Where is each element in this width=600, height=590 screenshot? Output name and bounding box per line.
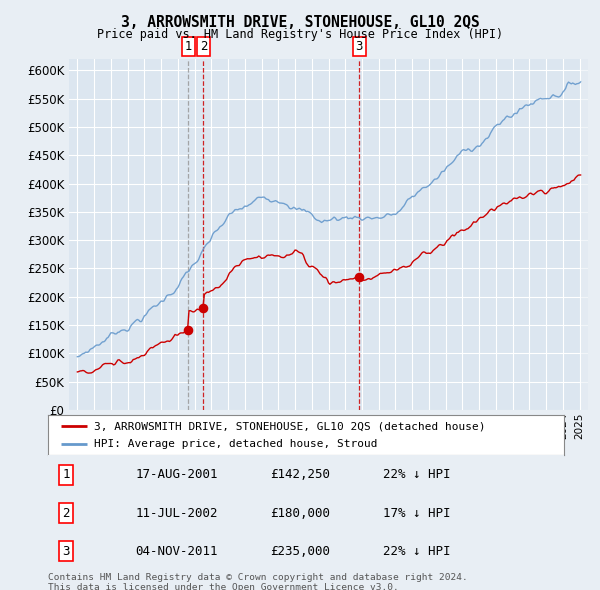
Text: 22% ↓ HPI: 22% ↓ HPI: [383, 468, 451, 481]
Text: This data is licensed under the Open Government Licence v3.0.: This data is licensed under the Open Gov…: [48, 583, 399, 590]
Text: 17% ↓ HPI: 17% ↓ HPI: [383, 506, 451, 520]
Point: [199, 303, 208, 313]
Text: 2: 2: [62, 506, 70, 520]
Text: Contains HM Land Registry data © Crown copyright and database right 2024.: Contains HM Land Registry data © Crown c…: [48, 573, 468, 582]
Polygon shape: [581, 59, 588, 410]
Text: HPI: Average price, detached house, Stroud: HPI: Average price, detached house, Stro…: [94, 439, 378, 449]
Text: £142,250: £142,250: [270, 468, 330, 481]
Text: 1: 1: [184, 41, 192, 54]
Text: 3: 3: [356, 41, 363, 54]
Text: 3: 3: [62, 545, 70, 558]
Point: [355, 272, 364, 281]
Text: £180,000: £180,000: [270, 506, 330, 520]
Text: 11-JUL-2002: 11-JUL-2002: [136, 506, 218, 520]
Text: 2: 2: [200, 41, 207, 54]
Text: Price paid vs. HM Land Registry's House Price Index (HPI): Price paid vs. HM Land Registry's House …: [97, 28, 503, 41]
Text: 04-NOV-2011: 04-NOV-2011: [136, 545, 218, 558]
Text: 3, ARROWSMITH DRIVE, STONEHOUSE, GL10 2QS: 3, ARROWSMITH DRIVE, STONEHOUSE, GL10 2Q…: [121, 15, 479, 30]
Text: £235,000: £235,000: [270, 545, 330, 558]
Text: 1: 1: [62, 468, 70, 481]
Text: 22% ↓ HPI: 22% ↓ HPI: [383, 545, 451, 558]
Text: 3, ARROWSMITH DRIVE, STONEHOUSE, GL10 2QS (detached house): 3, ARROWSMITH DRIVE, STONEHOUSE, GL10 2Q…: [94, 421, 486, 431]
Point: [184, 324, 193, 334]
Text: 17-AUG-2001: 17-AUG-2001: [136, 468, 218, 481]
